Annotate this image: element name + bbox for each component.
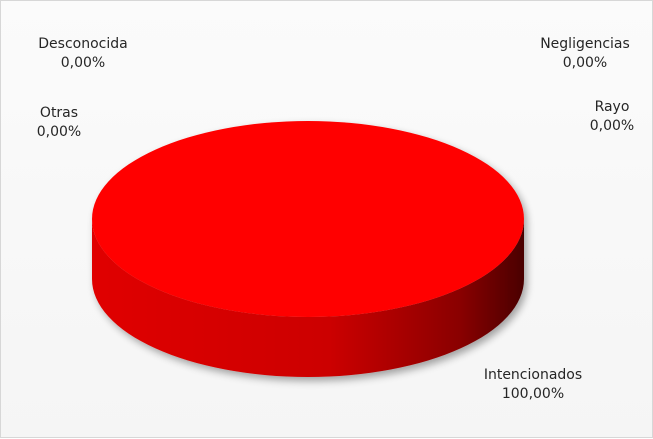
- slice-label-otras: Otras 0,00%: [36, 105, 82, 140]
- pie-slice-intencionados: [92, 121, 524, 317]
- slice-label-negligencias: Negligencias 0,00%: [540, 36, 630, 71]
- slice-label-intencionados: Intencionados 100,00%: [483, 367, 583, 402]
- pie-slice-side-intencionados: [92, 219, 524, 377]
- slice-label-desconocida: Desconocida 0,00%: [38, 36, 128, 71]
- slice-label-rayo: Rayo 0,00%: [589, 99, 635, 134]
